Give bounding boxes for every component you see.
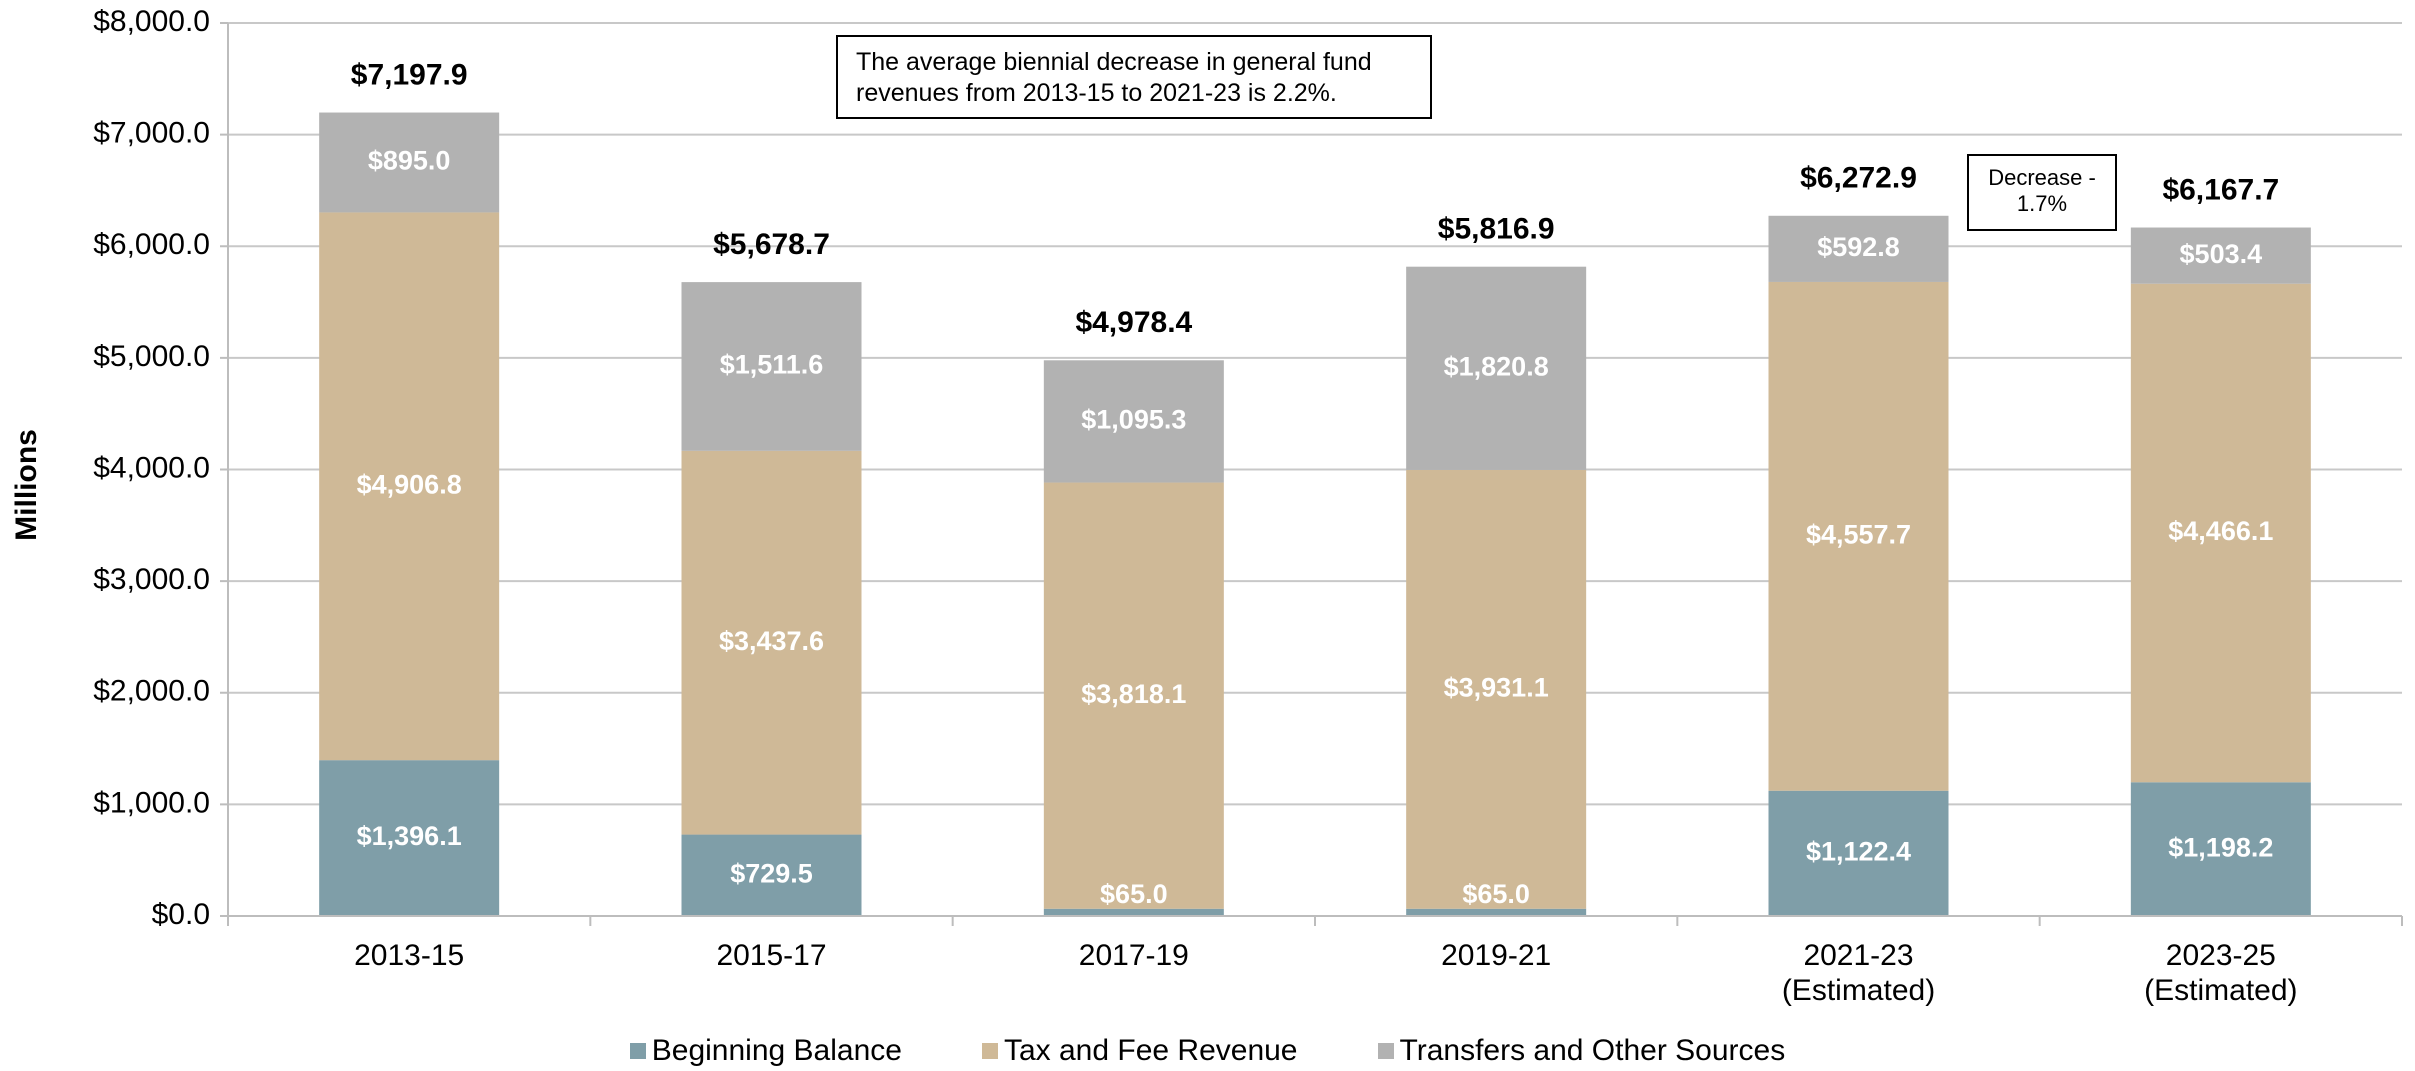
- x-tick-label: 2019-21: [1441, 939, 1552, 972]
- bar-segment: [1043, 482, 1224, 909]
- legend-swatch: [1377, 1043, 1394, 1059]
- value-label: $4,557.7: [1806, 519, 1911, 549]
- bar-segment: [1043, 360, 1224, 483]
- legend-item: Beginning Balance: [629, 1034, 902, 1068]
- total-label: $5,816.9: [1438, 213, 1555, 246]
- legend: Beginning Balance Tax and Fee Revenue Tran…: [0, 1034, 2415, 1068]
- legend-item: Transfers and Other Sources: [1377, 1034, 1786, 1068]
- annotation: Decrease - 1.7%: [1967, 154, 2117, 231]
- total-label: $5,678.7: [713, 228, 830, 261]
- value-label: $1,122.4: [1806, 836, 1911, 866]
- legend-label: Beginning Balance: [651, 1034, 902, 1067]
- bar-segment: [681, 834, 862, 916]
- bar-segment: [2130, 782, 2311, 916]
- value-label: $65.0: [1100, 879, 1168, 909]
- value-label: $65.0: [1462, 879, 1530, 909]
- bar-segment: [1768, 215, 1949, 282]
- total-label: $7,197.9: [351, 58, 468, 91]
- bar-segment: [319, 212, 500, 761]
- y-tick-label: $3,000.0: [93, 563, 210, 596]
- y-tick-label: $6,000.0: [93, 228, 210, 261]
- bar-segment: [1406, 908, 1587, 916]
- bar-segment: [1406, 266, 1587, 470]
- y-tick-label: $1,000.0: [93, 786, 210, 819]
- value-label: $1,820.8: [1444, 351, 1549, 381]
- y-tick-label: $2,000.0: [93, 675, 210, 708]
- bar-segment: [1043, 908, 1224, 916]
- bar-segment: [681, 450, 862, 835]
- legend-swatch: [629, 1043, 646, 1059]
- value-label: $3,931.1: [1444, 672, 1549, 702]
- y-tick-label: $7,000.0: [93, 117, 210, 150]
- value-label: $503.4: [2180, 239, 2263, 269]
- y-tick-label: $8,000.0: [93, 5, 210, 38]
- value-label: $4,466.1: [2168, 516, 2273, 546]
- bar-segment: [319, 112, 500, 213]
- bar-segment: [1406, 469, 1587, 909]
- value-label: $4,906.8: [357, 469, 462, 499]
- value-label: $1,511.6: [720, 350, 824, 380]
- y-tick-label: $0.0: [152, 898, 210, 931]
- legend-item: Tax and Fee Revenue: [981, 1034, 1298, 1068]
- x-tick-label: 2021-23 (Estimated): [1781, 939, 1936, 1007]
- value-label: $1,198.2: [2168, 832, 2273, 862]
- legend-swatch: [981, 1043, 998, 1059]
- x-tick-label: 2015-17: [716, 939, 827, 972]
- bar-segment: [681, 282, 862, 451]
- value-label: $592.8: [1817, 232, 1900, 262]
- value-label: $3,818.1: [1081, 679, 1186, 709]
- total-label: $6,167.7: [2162, 173, 2279, 206]
- value-label: $1,095.3: [1081, 405, 1186, 435]
- y-tick-label: $5,000.0: [93, 340, 210, 373]
- bar-segment: [2130, 227, 2311, 284]
- bar-segment: [1768, 281, 1949, 791]
- bar-segment: [319, 760, 500, 916]
- value-label: $1,396.1: [357, 821, 462, 851]
- total-label: $6,272.9: [1800, 162, 1917, 195]
- legend-label: Transfers and Other Sources: [1399, 1034, 1786, 1067]
- legend-label: Tax and Fee Revenue: [1003, 1034, 1298, 1067]
- x-tick-label: 2017-19: [1078, 939, 1189, 972]
- x-tick-label: 2023-25 (Estimated): [2144, 939, 2298, 1007]
- y-tick-label: $4,000.0: [93, 451, 210, 484]
- bar-segment: [2130, 283, 2311, 783]
- x-tick-label: 2013-15: [354, 939, 465, 972]
- value-label: $3,437.6: [719, 626, 824, 656]
- y-axis-title: Millions: [10, 429, 43, 541]
- bar-segment: [1768, 790, 1949, 916]
- total-label: $4,978.4: [1075, 306, 1192, 339]
- value-label: $895.0: [368, 146, 451, 176]
- annotation: The average biennial decrease in general…: [836, 35, 1432, 119]
- value-label: $729.5: [730, 858, 813, 888]
